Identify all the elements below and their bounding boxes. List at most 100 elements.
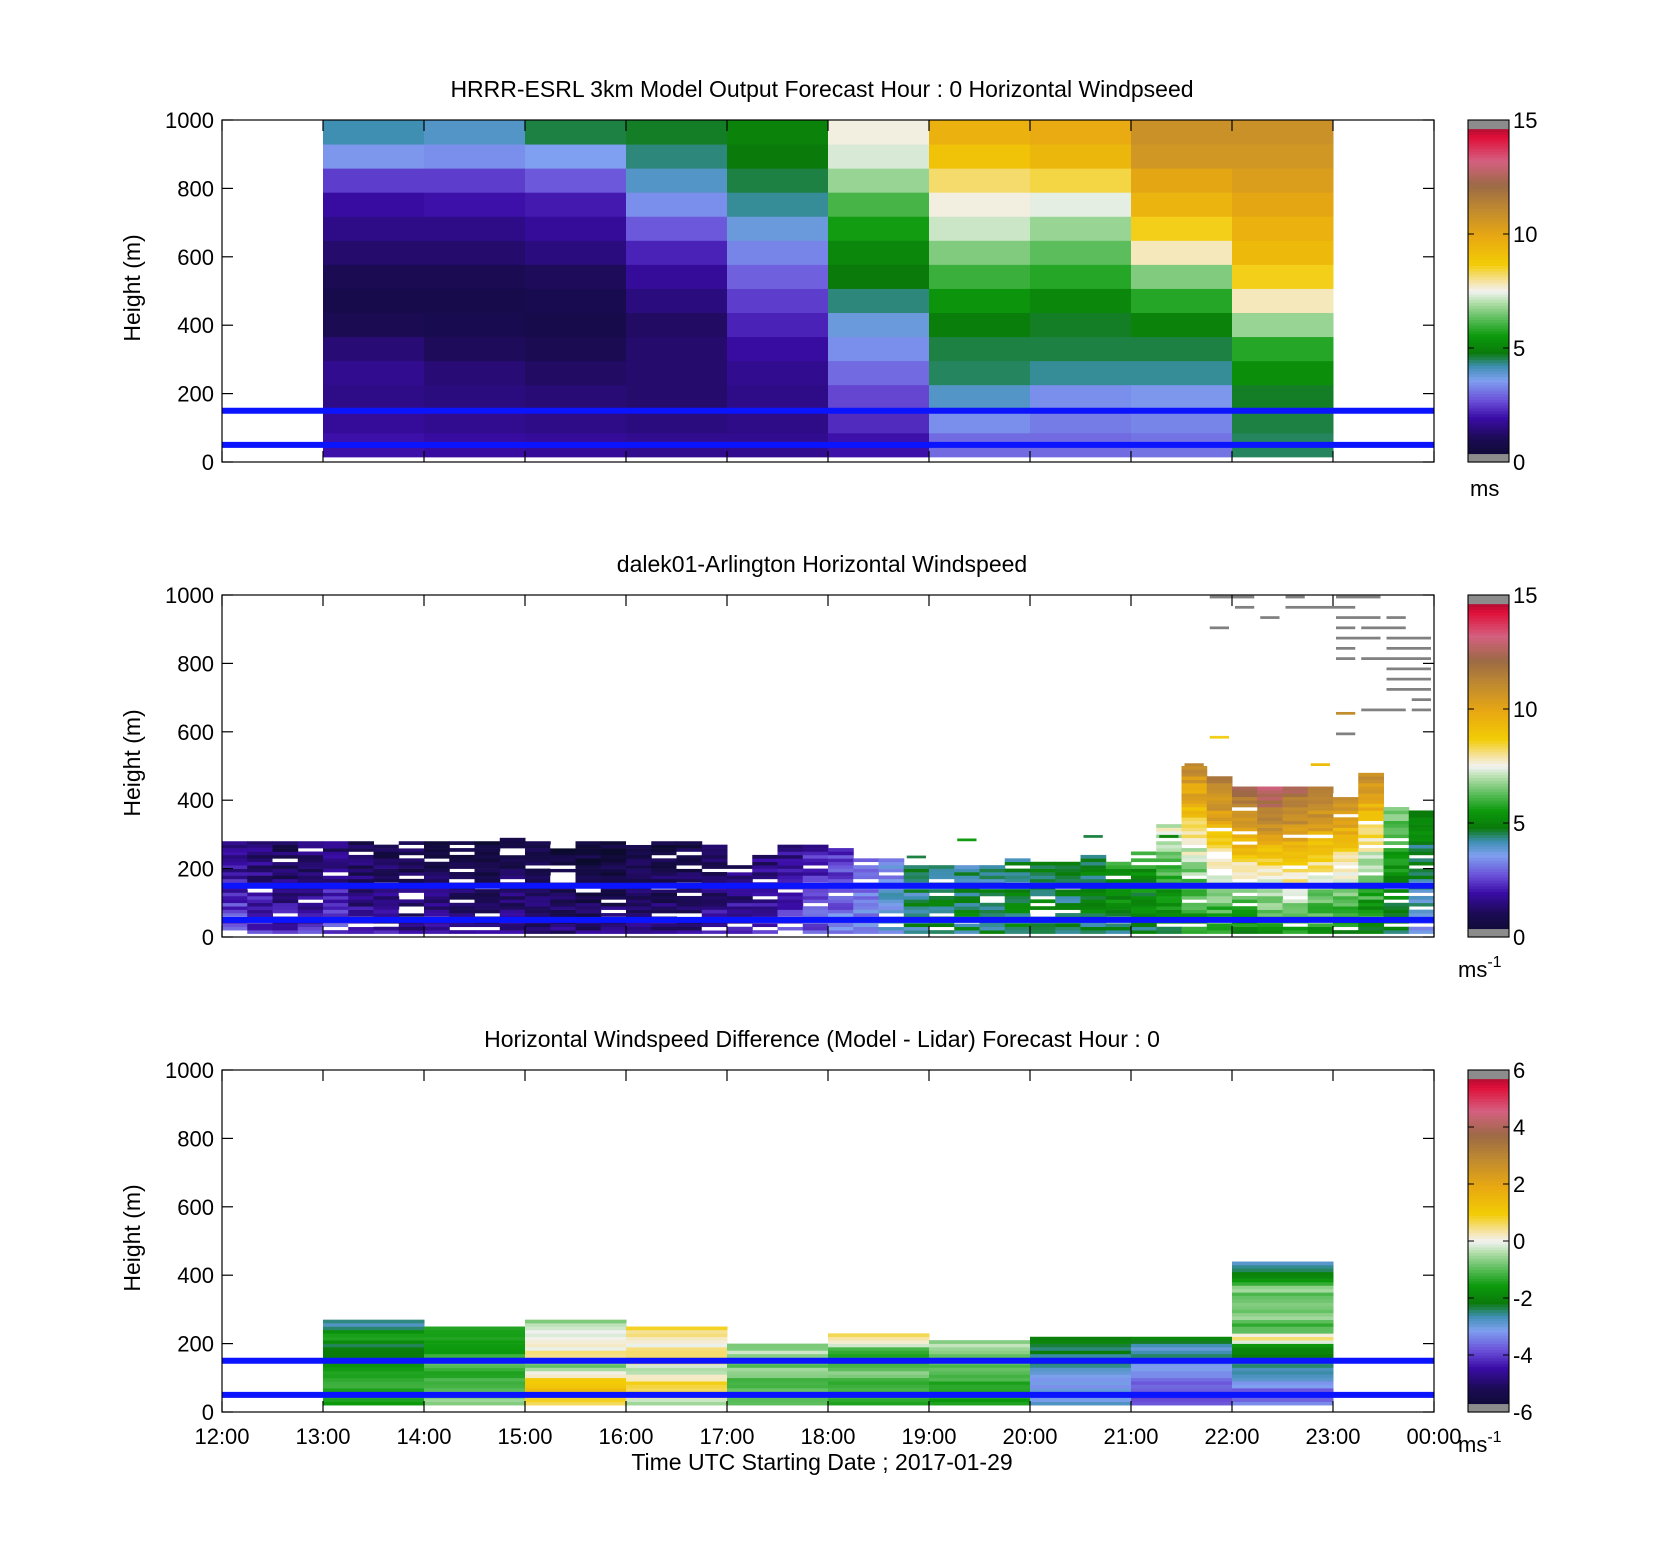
lidar-bin bbox=[1257, 930, 1283, 934]
lidar-bin-saturated bbox=[1361, 657, 1431, 660]
lidar-bin bbox=[1333, 899, 1359, 904]
lidar-bin bbox=[979, 913, 1006, 917]
lidar-bin bbox=[373, 878, 400, 883]
lidar-bin bbox=[1257, 854, 1283, 859]
lidar-bin bbox=[1181, 841, 1208, 845]
lidar-bin bbox=[1282, 861, 1309, 866]
lidar-bin bbox=[828, 889, 854, 893]
difference-bin bbox=[323, 1350, 425, 1355]
lidar-bin bbox=[1257, 834, 1283, 839]
lidar-bin bbox=[1080, 872, 1107, 876]
lidar-bin bbox=[802, 930, 829, 934]
lidar-bin bbox=[600, 926, 627, 931]
difference-bin bbox=[828, 1401, 930, 1406]
lidar-bin bbox=[525, 902, 551, 907]
lidar-bin bbox=[1333, 854, 1359, 859]
difference-bin bbox=[929, 1398, 1031, 1403]
lidar-bin bbox=[1156, 889, 1182, 893]
lidar-bin bbox=[979, 868, 1006, 873]
lidar-bin-saturated bbox=[1336, 626, 1356, 630]
lidar-bin bbox=[626, 854, 652, 859]
lidar-bin bbox=[1307, 820, 1334, 825]
difference-bin bbox=[1030, 1384, 1132, 1389]
difference-bin bbox=[1232, 1401, 1334, 1406]
lidar-bin bbox=[1080, 909, 1107, 914]
lidar-bin bbox=[550, 865, 576, 869]
lidar-bin bbox=[323, 909, 349, 914]
lidar-bin bbox=[1333, 861, 1359, 866]
plot-area bbox=[222, 1070, 1434, 1412]
lidar-bin bbox=[1257, 872, 1283, 876]
lidar-bin bbox=[676, 861, 703, 866]
lidar-bin bbox=[474, 889, 501, 893]
lidar-bin bbox=[853, 923, 879, 928]
lidar-bin bbox=[701, 909, 728, 914]
y-tick-label: 1000 bbox=[165, 583, 214, 608]
lidar-bin bbox=[373, 899, 400, 904]
lidar-bin bbox=[802, 851, 829, 856]
lidar-bin bbox=[272, 878, 299, 883]
difference-bin bbox=[1232, 1319, 1334, 1324]
lidar-bin bbox=[373, 858, 400, 863]
heatmap-cell bbox=[929, 312, 1031, 338]
lidar-bin bbox=[626, 926, 652, 931]
lidar-bin bbox=[525, 892, 551, 897]
lidar-bin bbox=[676, 872, 703, 876]
lidar-bin bbox=[449, 913, 475, 917]
lidar-bin bbox=[626, 861, 652, 866]
lidar-bin bbox=[979, 865, 1006, 869]
difference-bin bbox=[1030, 1343, 1132, 1348]
lidar-bin bbox=[1257, 878, 1283, 883]
difference-bin bbox=[1131, 1336, 1233, 1341]
lidar-bin bbox=[1408, 851, 1434, 856]
lidar-bin bbox=[1232, 861, 1258, 866]
difference-bin bbox=[525, 1353, 627, 1358]
difference-bin bbox=[727, 1343, 829, 1348]
lidar-bin bbox=[373, 892, 400, 897]
lidar-bin bbox=[499, 895, 526, 900]
lidar-bin bbox=[626, 851, 652, 856]
lidar-bin bbox=[449, 889, 475, 893]
lidar-bin bbox=[701, 926, 728, 931]
lidar-bin bbox=[575, 923, 602, 928]
lidar-bin bbox=[1181, 926, 1208, 931]
lidar-bin bbox=[398, 844, 425, 849]
lidar-bin bbox=[1156, 906, 1182, 910]
lidar-bin bbox=[1181, 803, 1208, 808]
lidar-bin bbox=[1206, 807, 1233, 811]
lidar-bin bbox=[424, 861, 450, 866]
lidar-bin bbox=[1030, 923, 1056, 928]
difference-bin bbox=[828, 1374, 930, 1379]
colorbar-tick-label: -2 bbox=[1513, 1286, 1533, 1311]
difference-bin bbox=[929, 1370, 1031, 1375]
lidar-bin bbox=[1307, 813, 1334, 818]
lidar-bin bbox=[701, 851, 728, 856]
lidar-bin bbox=[853, 909, 879, 914]
lidar-bin bbox=[550, 906, 576, 910]
difference-bin bbox=[525, 1384, 627, 1389]
lidar-bin bbox=[1206, 817, 1233, 822]
lidar-bin bbox=[1004, 906, 1031, 910]
lidar-bin bbox=[1181, 868, 1208, 873]
lidar-bin bbox=[550, 858, 576, 863]
lidar-bin bbox=[701, 899, 728, 904]
colorbar-tick-label: 15 bbox=[1513, 108, 1537, 133]
lidar-bin bbox=[1358, 878, 1384, 883]
lidar-bin bbox=[1080, 923, 1107, 928]
difference-bin bbox=[929, 1401, 1031, 1406]
lidar-bin bbox=[1232, 851, 1258, 856]
lidar-bin bbox=[348, 878, 374, 883]
lidar-bin bbox=[1232, 807, 1258, 811]
difference-bin bbox=[828, 1370, 930, 1375]
lidar-bin bbox=[449, 923, 475, 928]
lidar-bin bbox=[1307, 913, 1334, 917]
lidar-bin bbox=[727, 878, 753, 883]
lidar-bin bbox=[878, 906, 905, 910]
heatmap-cell bbox=[828, 384, 930, 410]
lidar-bin bbox=[297, 854, 324, 859]
lidar-bin bbox=[1408, 817, 1434, 822]
lidar-bin bbox=[979, 926, 1006, 931]
difference-bin bbox=[828, 1353, 930, 1358]
difference-bin bbox=[525, 1333, 627, 1338]
